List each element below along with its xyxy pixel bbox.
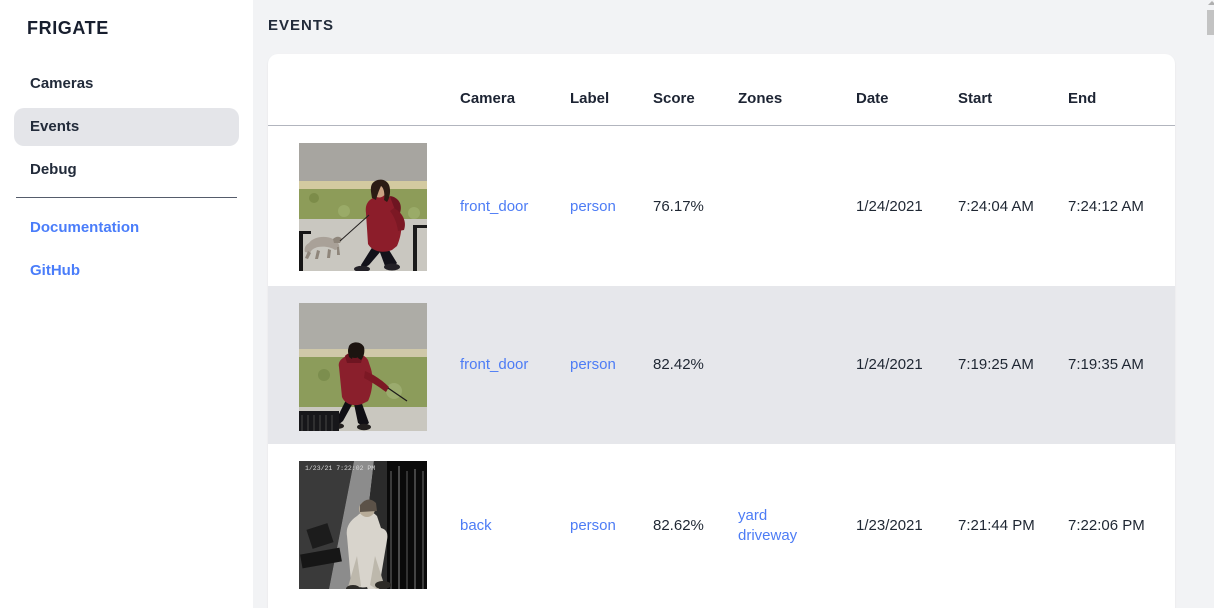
svg-text:1/23/21 7:22:02 PM: 1/23/21 7:22:02 PM [305, 465, 375, 472]
